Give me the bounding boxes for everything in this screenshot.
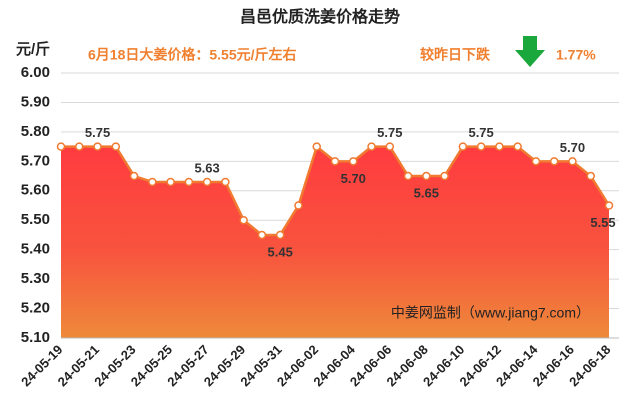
point [330,157,340,166]
point [75,142,84,151]
chart-title: 昌邑优质洗姜价格走势 [240,7,400,26]
plot-area: 5.10 5.20 5.30 5.40 5.50 5.60 5.70 5.80 5.90 6.00… [18,64,619,389]
point [239,215,248,225]
point [294,201,303,210]
data-label: 5.75 [468,125,493,140]
y-tick-label: 5.40 [21,241,50,258]
point [495,142,504,151]
point [56,142,66,151]
point [403,171,413,181]
point [111,142,121,151]
point [513,142,522,151]
point [422,171,431,181]
down-arrow [515,36,545,67]
y-tick-label: 5.60 [21,182,50,199]
y-tick-label: 5.20 [21,300,50,317]
point [129,171,139,181]
point [458,142,468,151]
data-label: 5.75 [85,125,110,140]
point [476,142,486,151]
point [202,177,212,187]
point [440,171,449,181]
data-label: 5.70 [341,171,366,186]
watermark: 中姜网监制（www.jiang7.com） [391,305,590,321]
point [275,230,285,240]
point [367,142,376,151]
y-tick-label: 5.10 [21,329,50,346]
point [221,177,230,187]
point [93,142,102,151]
y-tick-label: 5.70 [21,152,50,169]
data-label: 5.65 [414,185,439,200]
y-tick-label: 5.90 [21,93,50,110]
y-tick-label: 5.80 [21,123,50,140]
data-label: 5.70 [560,140,585,155]
subtitle: 6月18日大姜价格：5.55元/斤左右 [88,47,297,63]
point [385,142,395,151]
point [531,157,541,166]
y-tick-label: 6.00 [21,64,50,81]
area [61,146,609,338]
point [184,177,194,187]
point [312,142,321,151]
y-tick-label: 5.30 [21,270,50,287]
point [604,201,614,210]
point [549,157,559,166]
data-label: 5.55 [590,215,615,230]
point [148,177,157,187]
point [166,177,175,187]
data-label: 5.63 [194,160,219,175]
point [568,157,577,166]
data-label: 5.75 [377,125,402,140]
data-label: 5.45 [268,244,293,259]
point [586,171,595,181]
change-value: 1.77% [556,47,596,63]
change-text: 较昨日下跌 [420,47,491,63]
y-axis-unit: 元/斤 [16,41,50,58]
point [257,230,267,240]
y-tick-label: 5.50 [21,211,50,228]
point [349,157,358,166]
